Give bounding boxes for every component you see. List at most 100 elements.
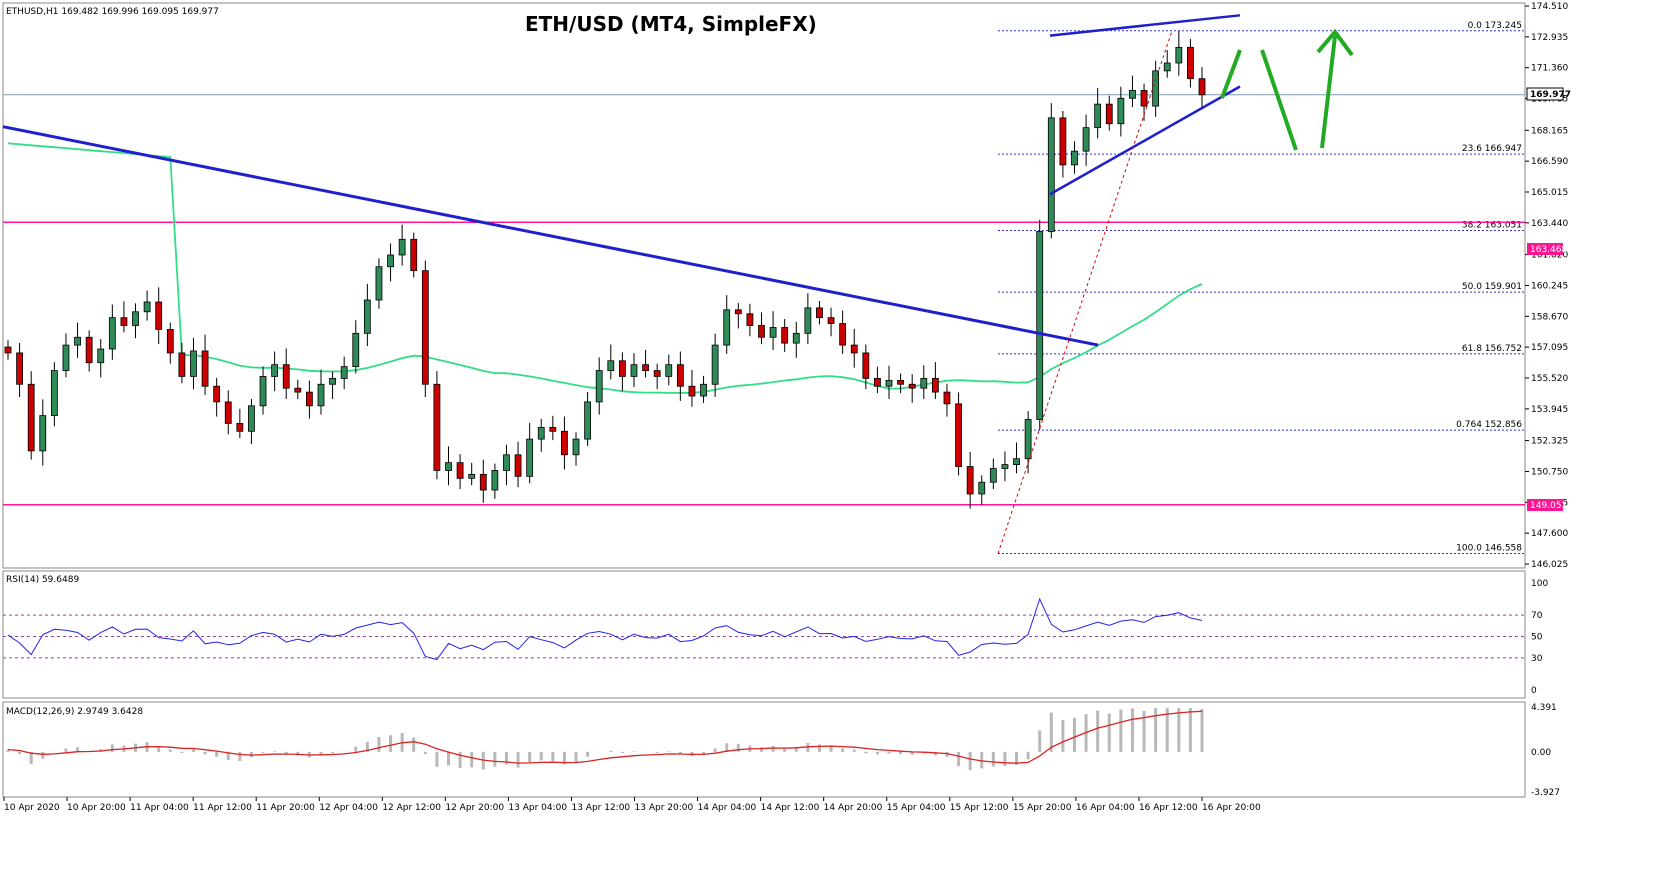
arrow-down [1260, 49, 1298, 151]
candle-up [132, 311, 139, 326]
x-tick-label: 13 Apr 12:00 [571, 803, 630, 813]
candle-up [607, 360, 615, 371]
candle-up [375, 266, 383, 301]
candle-down [827, 317, 835, 324]
candle-down [456, 462, 464, 479]
arrow-up-1 [1220, 49, 1242, 99]
candle-up [920, 377, 928, 389]
candle-up [62, 344, 70, 371]
candle-up [1082, 127, 1090, 152]
price-tick-label: 152.325 [1531, 437, 1568, 447]
level-b-label: 149.051 [1530, 501, 1567, 511]
candle-up [1001, 464, 1009, 469]
price-tick-label: 157.095 [1531, 343, 1568, 353]
fib-anchor-line [997, 30, 1173, 554]
candle-up [1175, 46, 1183, 64]
candle-down [781, 327, 789, 344]
x-tick-label: 11 Apr 04:00 [130, 803, 189, 813]
candle-up [97, 348, 105, 364]
candle-up [491, 470, 499, 491]
candle-down [734, 309, 742, 315]
candle-up [1024, 419, 1032, 460]
candle-down [966, 466, 974, 495]
candle-up [526, 438, 534, 477]
candle-up [1047, 117, 1055, 232]
price-panel-frame [2, 2, 1526, 569]
candle-down [758, 325, 765, 338]
candle-up [190, 350, 197, 377]
candle-down [4, 346, 12, 354]
x-tick-label: 13 Apr 20:00 [635, 803, 694, 813]
candle-up [595, 370, 603, 403]
candle-up [468, 473, 476, 479]
candle-up [248, 405, 255, 432]
x-tick-label: 11 Apr 12:00 [193, 803, 252, 813]
level-a-tag [1527, 243, 1563, 255]
rsi-tick-label: 50 [1531, 633, 1543, 643]
x-tick-label: 13 Apr 04:00 [508, 803, 567, 813]
x-tick-label: 14 Apr 04:00 [698, 803, 757, 813]
channel-upper-line [1049, 14, 1241, 37]
candle-down [862, 352, 870, 379]
candle-up [398, 238, 406, 256]
fib-label: 50.0 159.901 [1462, 282, 1522, 292]
candle-down [618, 360, 626, 377]
x-tick-label: 12 Apr 12:00 [382, 803, 441, 813]
current-price-tag [1526, 87, 1564, 101]
candle-up [340, 366, 348, 379]
candle-up [271, 364, 279, 377]
candle-up [143, 301, 151, 313]
current-price-label: 169.977 [1530, 90, 1571, 100]
candle-down [653, 370, 661, 377]
candle-up [1094, 103, 1102, 129]
x-tick-label: 16 Apr 04:00 [1076, 803, 1135, 813]
candle-down [1140, 90, 1148, 107]
candle-down [642, 364, 649, 371]
candle-up [1129, 90, 1136, 99]
candle-up [885, 379, 893, 387]
rsi-tick-label: 0 [1531, 686, 1537, 696]
candle-down [85, 336, 93, 364]
candle-down [282, 364, 290, 389]
rsi-tick-label: 70 [1531, 611, 1543, 621]
x-tick-label: 14 Apr 20:00 [824, 803, 883, 813]
candle-up [503, 454, 510, 471]
candle-up [584, 401, 592, 440]
candle-up [769, 327, 777, 338]
candle-up [572, 438, 580, 456]
candle-down [1059, 117, 1067, 166]
candle-up [317, 383, 325, 407]
candle-down [561, 430, 568, 456]
candle-down [16, 352, 23, 385]
candle-up [50, 370, 58, 417]
candle-up [39, 415, 47, 452]
candle-up [352, 332, 360, 368]
candle-down [236, 423, 244, 432]
x-tick-label: 16 Apr 12:00 [1139, 803, 1198, 813]
candle-down [676, 364, 684, 387]
candle-down [305, 391, 313, 407]
candle-down [201, 350, 209, 387]
price-tick-label: 172.935 [1531, 33, 1568, 43]
candle-up [1071, 150, 1078, 166]
x-tick-label: 10 Apr 20:00 [67, 803, 126, 813]
x-tick-label: 15 Apr 04:00 [887, 803, 946, 813]
price-tick-label: 166.590 [1531, 157, 1568, 167]
price-tick-label: 171.360 [1531, 64, 1568, 74]
candle-up [1013, 458, 1020, 465]
candle-up [387, 254, 394, 268]
macd-tick-label: 4.391 [1531, 703, 1557, 713]
candle-down [874, 377, 881, 387]
candle-up [259, 376, 267, 407]
rsi-line [7, 597, 1203, 661]
candle-down [479, 473, 487, 491]
price-tick-label: 160.245 [1531, 281, 1568, 291]
candle-up [363, 299, 371, 334]
candle-down [1105, 103, 1113, 125]
candle-down [213, 385, 221, 403]
candle-up [537, 426, 545, 440]
candle-up [630, 364, 638, 377]
arrow-up-2 [1320, 35, 1337, 149]
rsi-tick-label: 30 [1531, 654, 1543, 664]
